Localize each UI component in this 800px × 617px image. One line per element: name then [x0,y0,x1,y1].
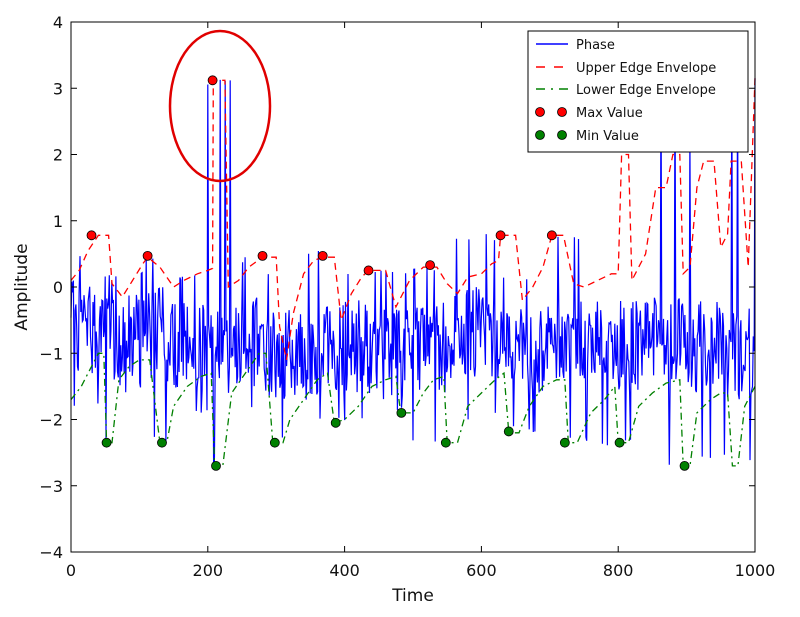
min-value-marker [396,407,407,418]
max-value-marker [495,230,506,241]
x-tick-label: 800 [603,561,634,580]
y-tick-label: 3 [53,79,63,98]
axes: 0 200 400 600 800 1000 −4 −3 −2 −1 0 1 2 3 4 [39,13,775,580]
legend-max-label: Max Value [576,106,643,121]
max-value-marker [546,230,557,241]
y-tick-label: 4 [53,13,63,32]
y-tick-label: 0 [53,278,63,297]
max-value-marker [363,265,374,276]
legend-min-label: Min Value [576,129,639,144]
min-value-marker [157,437,167,448]
annotation-layer [168,29,272,183]
legend-max-marker [535,107,545,117]
legend-min-marker [557,130,567,140]
legend-phase-label: Phase [576,38,615,53]
y-tick-label: −3 [39,477,63,496]
upper-envelope-line [70,78,756,361]
min-value-marker [440,437,451,448]
y-tick-label: −4 [39,543,63,562]
min-value-marker [559,437,570,448]
max-value-marker [317,250,328,261]
highlight-ellipse [168,29,272,183]
max-value-marker [142,250,153,261]
min-value-marker [614,437,625,448]
min-value-marker [101,437,112,448]
y-axis-label: Amplitude [12,243,32,330]
max-value-marker [207,75,218,86]
legend: Phase Upper Edge Envelope Lower Edge Env… [527,30,749,153]
max-value-marker [425,260,436,271]
y-tick-label: −1 [39,344,63,363]
min-value-marker [269,437,280,448]
legend-max-marker [557,107,567,117]
x-tick-label: 400 [329,561,360,580]
x-tick-label: 0 [66,561,76,580]
legend-upper-label: Upper Edge Envelope [576,61,716,76]
y-tick-label: 2 [53,146,63,165]
lower-envelope-line [70,352,756,467]
plot-area [70,75,756,471]
min-value-marker [679,460,690,471]
x-axis-label: Time [391,586,434,606]
max-value-marker [257,250,268,261]
phase-line [70,78,756,465]
x-tick-label: 600 [466,561,497,580]
x-tick-label: 1000 [735,561,776,580]
min-value-marker [503,426,514,437]
y-tick-label: 1 [53,212,63,231]
y-tick-label: −2 [39,411,63,430]
max-value-marker [86,230,97,241]
min-value-marker [211,460,221,471]
x-tick-label: 200 [193,561,224,580]
legend-min-marker [535,130,545,140]
legend-lower-label: Lower Edge Envelope [576,83,716,98]
min-value-marker [330,417,341,428]
